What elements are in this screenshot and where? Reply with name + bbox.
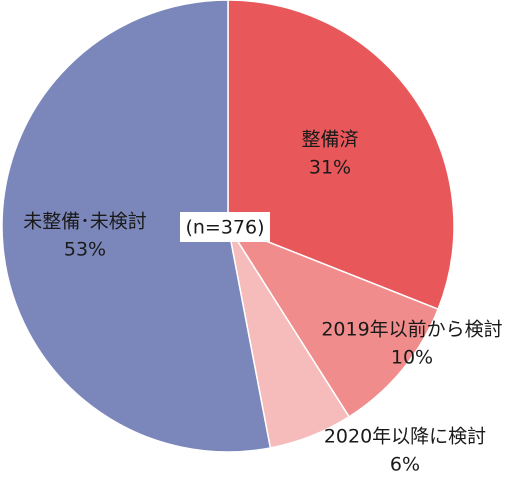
value-label: 10%: [391, 347, 433, 369]
annotation: (n=376): [185, 217, 264, 239]
slice-label: 2019年以前から検討: [321, 319, 502, 341]
slice: [227, 0, 455, 311]
slice-label: 未整備･未検討: [23, 211, 147, 233]
slice-label: 2020年以降に検討: [324, 426, 486, 448]
value-label: 6%: [390, 454, 420, 476]
slice: [226, 224, 440, 418]
annotation-box: [180, 212, 270, 242]
value-label: 53%: [64, 239, 106, 261]
slice-label: 整備済: [301, 129, 358, 151]
slice: [1, 0, 272, 453]
value-label: 31%: [309, 157, 351, 179]
pie: [1, 0, 455, 453]
